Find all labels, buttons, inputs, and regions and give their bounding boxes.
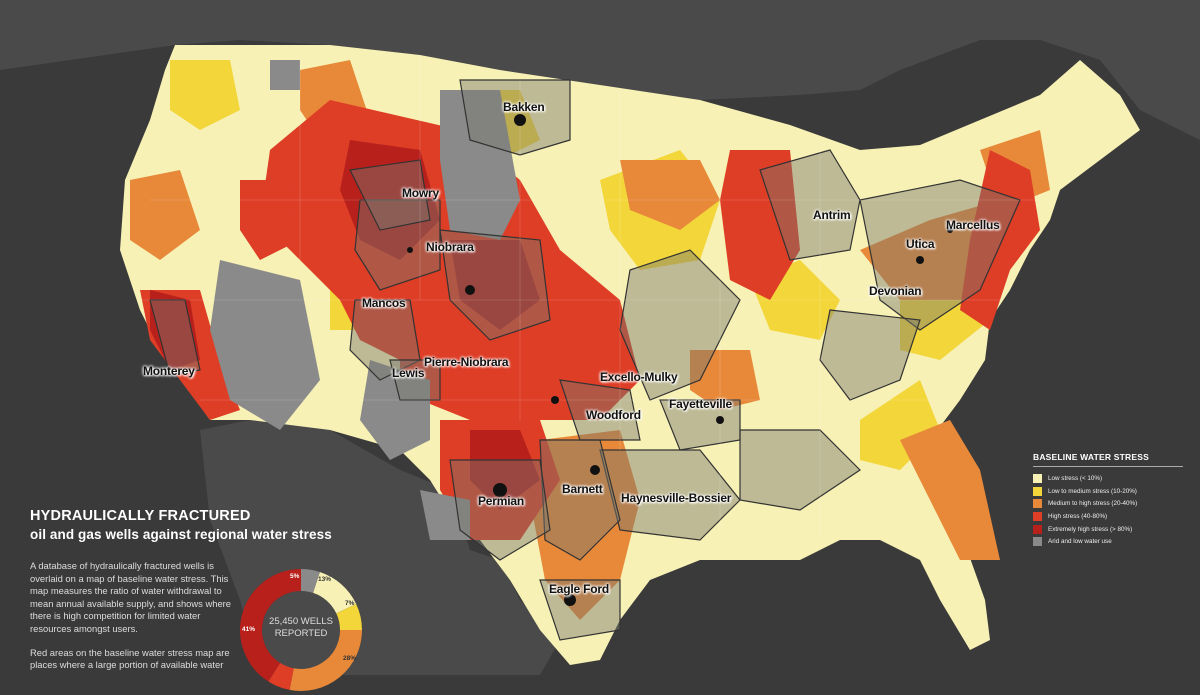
page-title: HYDRAULICALLY FRACTURED: [30, 508, 251, 524]
basin-label-eagle-ford: Eagle Ford: [549, 582, 610, 596]
donut-center-label: 25,450 WELLS REPORTED: [256, 616, 346, 640]
legend-item: Arid and low water use: [1033, 535, 1183, 548]
donut-pct-5: 5%: [290, 573, 300, 580]
basin-label-excello-mulky: Excello-Mulky: [600, 370, 678, 384]
legend-title: BASELINE WATER STRESS: [1033, 452, 1183, 467]
canada-land: [0, 0, 1200, 140]
legend-swatch: [1033, 524, 1042, 534]
donut-pct-41: 41%: [242, 626, 256, 633]
legend-item: Medium to high stress (20-40%): [1033, 497, 1183, 510]
basin-label-bakken: Bakken: [503, 100, 545, 114]
basin-label-haynesville-bossier: Haynesville-Bossier: [621, 491, 732, 505]
water-stress-map: [0, 0, 1200, 675]
basin-label-niobrara: Niobrara: [426, 240, 474, 254]
legend: BASELINE WATER STRESS Low stress (< 10%)…: [1033, 452, 1183, 548]
description: A database of hydraulically fractured we…: [30, 560, 234, 683]
title-block: HYDRAULICALLY FRACTURED oil and gas well…: [30, 508, 332, 542]
basin-label-mancos: Mancos: [362, 296, 406, 310]
basin-label-barnett: Barnett: [562, 482, 603, 496]
legend-swatch: [1033, 473, 1042, 483]
donut-pct-7: 7%: [345, 600, 355, 607]
legend-swatch: [1033, 511, 1042, 521]
donut-pct-13: 13%: [318, 576, 332, 583]
well-clusters: [407, 114, 953, 606]
legend-swatch: [1033, 499, 1042, 509]
donut-center-line2: REPORTED: [274, 628, 328, 639]
state-borders: [140, 55, 1040, 560]
basin-label-pierre-niobrara: Pierre-Niobrara: [424, 355, 509, 369]
description-paragraph-2: Red areas on the baseline water stress m…: [30, 646, 230, 671]
legend-label: Medium to high stress (20-40%): [1048, 500, 1138, 508]
donut-center-line1: 25,450 WELLS: [269, 616, 333, 627]
legend-item: Low to medium stress (10-20%): [1033, 485, 1183, 498]
basin-label-woodford: Woodford: [586, 408, 641, 422]
legend-item: Low stress (< 10%): [1033, 472, 1183, 485]
description-paragraph-1: A database of hydraulically fractured we…: [30, 560, 231, 634]
legend-label: Low stress (< 10%): [1048, 474, 1103, 482]
basin-label-antrim: Antrim: [813, 208, 851, 222]
page-subtitle: oil and gas wells against regional water…: [30, 527, 332, 542]
donut-segment: [312, 571, 357, 614]
basin-label-marcellus: Marcellus: [946, 218, 1000, 232]
legend-item: High stress (40-80%): [1033, 510, 1183, 523]
basin-label-mowry: Mowry: [402, 186, 440, 200]
mexico-land: [200, 420, 560, 675]
basin-label-fayetteville: Fayetteville: [669, 397, 732, 411]
basin-label-devonian: Devonian: [869, 284, 922, 298]
donut-segment: [300, 569, 320, 594]
arid-low-water-use: [210, 60, 520, 540]
legend-swatch: [1033, 486, 1042, 496]
donut-segment: [240, 569, 302, 682]
basin-label-permian: Permian: [478, 494, 524, 508]
shale-basins: [149, 79, 1021, 641]
donut-pct-28: 28%: [343, 655, 357, 662]
legend-label: High stress (40-80%): [1048, 512, 1108, 520]
donut-segment: [268, 662, 295, 690]
basin-label-monterey: Monterey: [143, 364, 195, 378]
basin-label-utica: Utica: [906, 237, 935, 251]
legend-swatch: [1033, 537, 1042, 547]
basin-label-lewis: Lewis: [392, 366, 425, 380]
legend-label: Low to medium stress (10-20%): [1048, 487, 1137, 495]
legend-label: Extremely high stress (> 80%): [1048, 525, 1133, 533]
legend-label: Arid and low water use: [1048, 538, 1112, 546]
donut-segment: [336, 604, 362, 631]
legend-item: Extremely high stress (> 80%): [1033, 523, 1183, 536]
wells-donut-chart: [240, 569, 362, 691]
